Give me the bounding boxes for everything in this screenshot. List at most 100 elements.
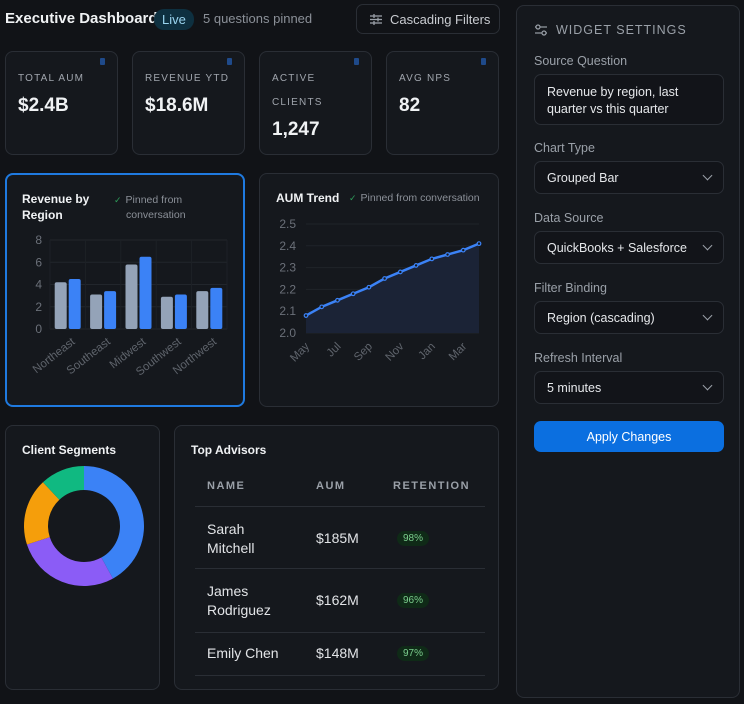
filter-binding-select[interactable]: Region (cascading) [534, 301, 724, 334]
kpi-label-line2: CLIENTS [272, 97, 323, 108]
kpi-label: TOTAL AUM [18, 73, 85, 84]
divider [195, 632, 485, 633]
bar [54, 282, 67, 329]
card-title: AUM Trend [276, 191, 340, 205]
bar [90, 294, 103, 329]
data-point [445, 252, 450, 257]
chevron-down-icon [702, 380, 713, 391]
kpi-avg-nps[interactable]: AVG NPS 82 [386, 51, 499, 155]
check-icon: ✓ [114, 195, 122, 205]
refresh-interval-label: Refresh Interval [534, 351, 623, 365]
kpi-label: AVG NPS [399, 73, 452, 84]
kpi-value: $18.6M [145, 95, 209, 116]
x-tick-label: May [288, 340, 312, 364]
pinned-note: ✓ Pinned from conversation [114, 194, 186, 221]
page-title: Executive Dashboard [5, 10, 158, 27]
aum-line-chart: 2.0 2.1 2.2 2.3 2.4 2.5 May Jul Sep Nov Jan Mar [279, 217, 482, 364]
kpi-label: ACTIVE [272, 73, 316, 84]
data-point [319, 304, 325, 310]
kpi-value: 82 [399, 95, 421, 116]
aum-cell: $162M [316, 592, 359, 608]
revenue-by-region-card[interactable]: Revenue by Region ✓ Pinned from conversat… [5, 173, 245, 407]
check-icon: ✓ [349, 193, 357, 203]
donut-slice [84, 466, 145, 579]
filter-sliders-icon [370, 13, 382, 25]
aum-trend-card[interactable]: AUM Trend ✓ Pinned from conversation 2.0 2… [259, 173, 499, 407]
data-point [397, 269, 403, 275]
live-badge: Live [154, 9, 194, 30]
column-header-name[interactable]: NAME [207, 480, 246, 492]
table-row[interactable]: Sarah Mitchell $185M 98% [175, 507, 498, 568]
data-point [413, 263, 419, 268]
pinned-note: ✓ Pinned from conversation [349, 192, 480, 204]
kpi-label: REVENUE YTD [145, 73, 230, 84]
revenue-bar-chart: 02468NortheastSoutheastMidwestSouthwestN… [31, 233, 228, 378]
x-tick-label: Mar [447, 341, 470, 364]
kpi-value: 1,247 [272, 119, 320, 140]
data-point [303, 313, 309, 318]
data-point [476, 241, 482, 247]
source-question-label: Source Question [534, 54, 628, 68]
retention-badge: 96% [397, 593, 430, 608]
column-header-retention[interactable]: RETENTION [393, 480, 471, 492]
top-advisors-card[interactable]: Top Advisors NAME AUM RETENTION Sarah Mit… [174, 425, 499, 690]
bar [160, 296, 173, 329]
data-point [429, 256, 435, 262]
refresh-interval-select[interactable]: 5 minutes [534, 371, 724, 404]
bar [125, 264, 138, 329]
data-point [382, 276, 388, 281]
data-source-select[interactable]: QuickBooks + Salesforce [534, 231, 724, 264]
chart-type-label: Chart Type [534, 141, 595, 155]
column-header-aum[interactable]: AUM [316, 480, 346, 492]
y-tick-label: 2.0 [279, 326, 296, 340]
area-fill [306, 243, 479, 333]
table-row[interactable]: Emily Chen $148M 97% [175, 633, 498, 675]
aum-cell: $148M [316, 645, 359, 661]
pin-icon[interactable] [354, 58, 359, 65]
divider [195, 675, 485, 676]
chevron-down-icon [702, 240, 713, 251]
y-tick-label: 2.1 [279, 304, 296, 318]
donut-slice [26, 537, 113, 586]
y-tick-label: 2.3 [279, 261, 296, 275]
source-question-input[interactable]: Revenue by region, last quarter vs this q… [534, 74, 724, 125]
pin-icon[interactable] [481, 58, 486, 65]
donut-slice [42, 466, 84, 500]
card-title: Top Advisors [191, 443, 267, 457]
bar [210, 287, 223, 329]
data-source-label: Data Source [534, 211, 604, 225]
data-point [335, 297, 340, 303]
cascading-filters-label: Cascading Filters [390, 11, 491, 27]
divider [195, 506, 485, 507]
chevron-down-icon [702, 170, 713, 181]
cascading-filters-button[interactable]: Cascading Filters [356, 4, 500, 34]
client-segments-card[interactable]: Client Segments [5, 425, 160, 690]
x-tick-label: Jul [325, 341, 344, 360]
pin-icon[interactable] [100, 58, 105, 65]
card-title: Client Segments [22, 443, 117, 457]
y-tick-label: 0 [35, 322, 42, 336]
settings-title: WIDGET SETTINGS [556, 23, 687, 37]
bar [104, 291, 117, 329]
data-point [366, 284, 372, 290]
bar [68, 278, 81, 329]
kpi-revenue-ytd[interactable]: REVENUE YTD $18.6M [132, 51, 245, 155]
y-tick-label: 2.2 [279, 282, 296, 296]
bar [139, 256, 152, 329]
filter-binding-label: Filter Binding [534, 281, 607, 295]
kpi-total-aum[interactable]: TOTAL AUM $2.4B [5, 51, 118, 155]
data-point [350, 291, 356, 297]
kpi-active-clients[interactable]: ACTIVE CLIENTS 1,247 [259, 51, 372, 155]
table-row[interactable]: James Rodriguez $162M 96% [175, 569, 498, 632]
y-tick-label: 6 [35, 255, 42, 269]
client-segments-donut [24, 466, 145, 586]
pinned-count: 5 questions pinned [203, 11, 313, 26]
kpi-value: $2.4B [18, 95, 69, 116]
chart-type-select[interactable]: Grouped Bar [534, 161, 724, 194]
trend-line [305, 242, 480, 317]
x-tick-label: Nov [384, 340, 407, 363]
pin-icon[interactable] [227, 58, 232, 65]
apply-changes-button[interactable]: Apply Changes [534, 421, 724, 452]
x-tick-label: Sep [352, 341, 375, 364]
retention-badge: 98% [397, 531, 430, 546]
